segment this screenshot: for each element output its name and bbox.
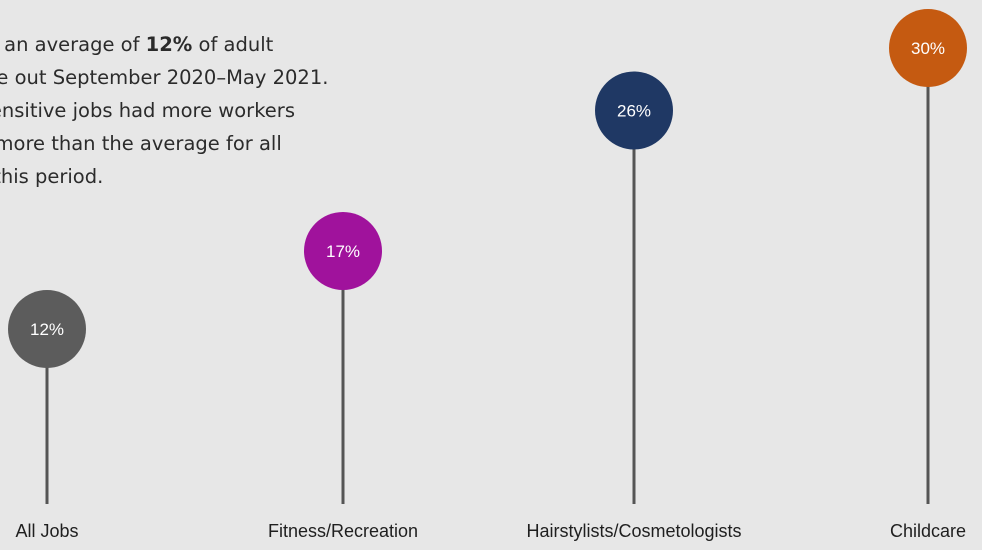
average-highlight: 12% (145, 33, 193, 56)
annotation-line-2: workers were out September 2020–May 2021… (0, 66, 329, 89)
chart-annotation: On average, an average of 12% of adult w… (0, 28, 338, 193)
point-fitness-recreation (304, 211, 382, 290)
chart-heads: 12% 17% 26% 30% (8, 9, 967, 368)
annotation-line-1: On average, an average of 12% of adult (0, 33, 274, 56)
point-hairstylists-cosmetologists (595, 71, 673, 150)
category-labels: All Jobs Fitness/Recreation Hairstylists/C… (15, 521, 966, 541)
chart-stems (45, 48, 930, 504)
value-label-fitness-recreation: 17% (326, 242, 360, 261)
point-all-jobs (8, 290, 86, 368)
category-label-childcare: Childcare (890, 521, 966, 541)
category-label-all-jobs: All Jobs (15, 521, 78, 541)
annotation-line-5: jobs during this period. (0, 165, 104, 188)
point-childcare (889, 9, 967, 87)
value-label-hairstylists-cosmetologists: 26% (617, 101, 651, 120)
annotation-line-3: Pandemic-sensitive jobs had more workers (0, 99, 295, 122)
category-label-fitness-recreation: Fitness/Recreation (268, 521, 418, 541)
category-label-hairstylists-cosmetologists: Hairstylists/Cosmetologists (526, 521, 741, 541)
value-label-all-jobs: 12% (30, 320, 64, 339)
value-label-childcare: 30% (911, 39, 945, 58)
annotation-line-4: out of work more than the average for al… (0, 132, 282, 155)
